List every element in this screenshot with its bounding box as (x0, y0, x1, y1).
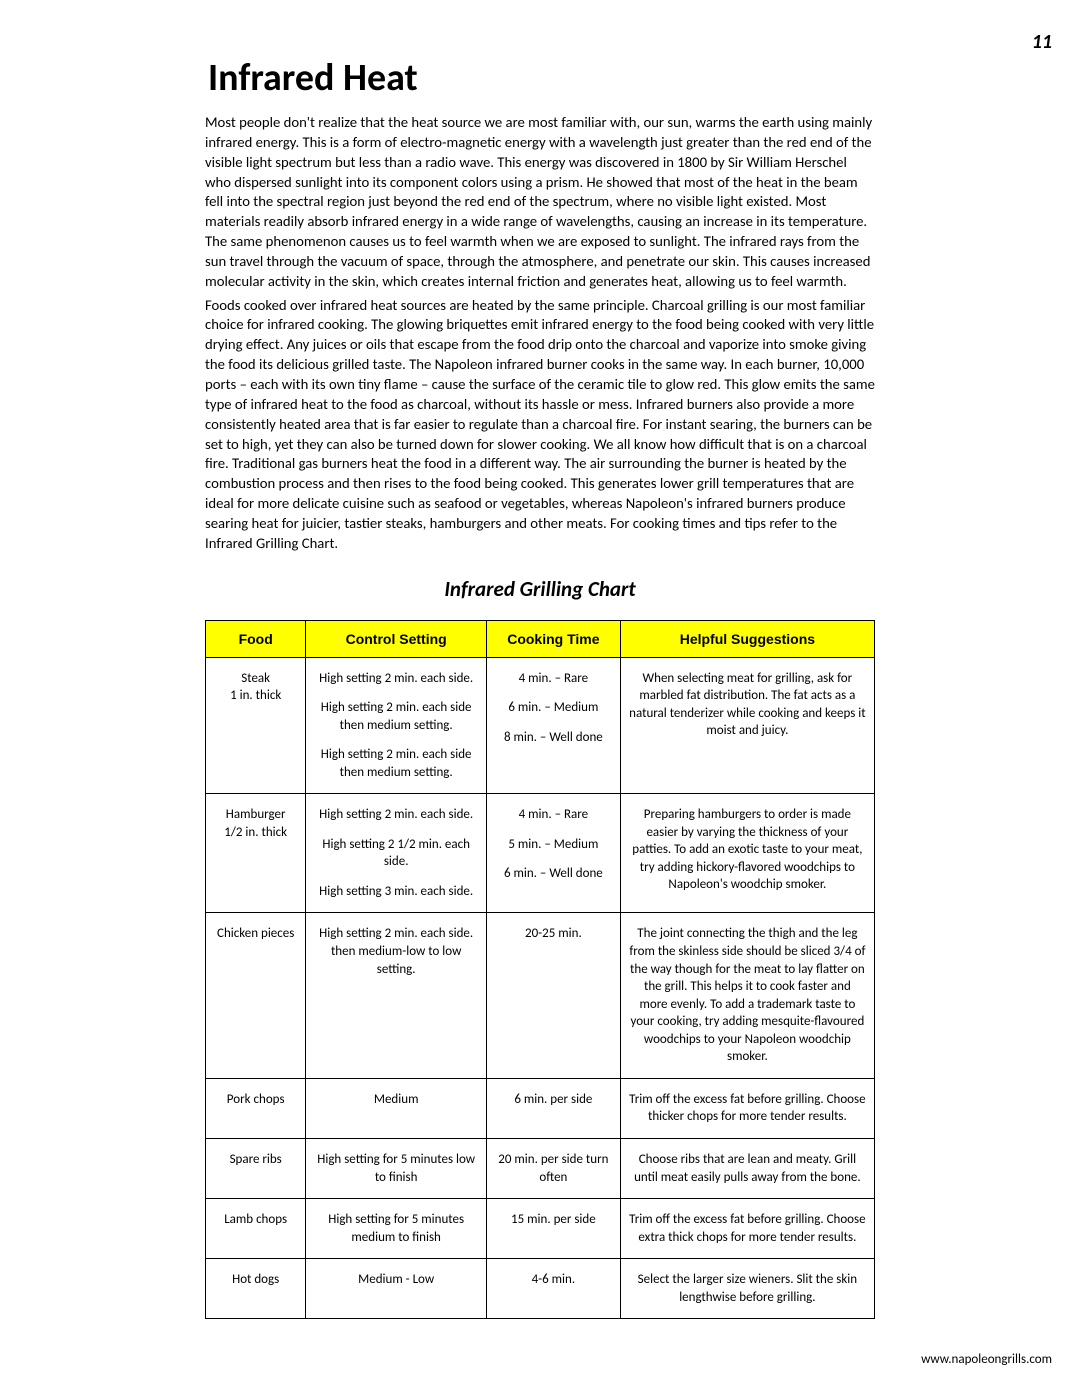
footer-url: www.napoleongrills.com (921, 1352, 1052, 1367)
cell-suggest: The joint connecting the thigh and the l… (620, 913, 874, 1078)
page-title: Infrared Heat (208, 55, 875, 101)
cell-control: Medium (306, 1078, 487, 1138)
page-number: 11 (1032, 30, 1052, 54)
header-control: Control Setting (306, 620, 487, 657)
table-row: Chicken piecesHigh setting 2 min. each s… (206, 913, 875, 1078)
cell-suggest: Trim off the excess fat before grilling.… (620, 1199, 874, 1259)
cell-suggest: Trim off the excess fat before grilling.… (620, 1078, 874, 1138)
cell-time: 20-25 min. (486, 913, 620, 1078)
cell-control: High setting for 5 minutes medium to fin… (306, 1199, 487, 1259)
cell-food: Pork chops (206, 1078, 306, 1138)
table-row: Steak1 in. thickHigh setting 2 min. each… (206, 657, 875, 794)
cell-control: High setting for 5 minutes low to finish (306, 1138, 487, 1198)
header-suggest: Helpful Suggestions (620, 620, 874, 657)
cell-time: 15 min. per side (486, 1199, 620, 1259)
cell-time: 4-6 min. (486, 1259, 620, 1319)
cell-suggest: Preparing hamburgers to order is made ea… (620, 794, 874, 913)
cell-control: Medium - Low (306, 1259, 487, 1319)
cell-food: Spare ribs (206, 1138, 306, 1198)
cell-time: 6 min. per side (486, 1078, 620, 1138)
chart-title: Infrared Grilling Chart (205, 576, 875, 602)
cell-suggest: Select the larger size wieners. Slit the… (620, 1259, 874, 1319)
cell-food: Lamb chops (206, 1199, 306, 1259)
table-row: Hot dogsMedium - Low4-6 min.Select the l… (206, 1259, 875, 1319)
cell-food: Hot dogs (206, 1259, 306, 1319)
table-row: Spare ribsHigh setting for 5 minutes low… (206, 1138, 875, 1198)
table-header-row: Food Control Setting Cooking Time Helpfu… (206, 620, 875, 657)
table-row: Hamburger1/2 in. thickHigh setting 2 min… (206, 794, 875, 913)
cell-time: 20 min. per side turn often (486, 1138, 620, 1198)
cell-food: Hamburger1/2 in. thick (206, 794, 306, 913)
cell-suggest: Choose ribs that are lean and meaty. Gri… (620, 1138, 874, 1198)
paragraph-1: Most people don't realize that the heat … (205, 113, 875, 292)
cell-food: Steak1 in. thick (206, 657, 306, 794)
table-row: Pork chopsMedium6 min. per sideTrim off … (206, 1078, 875, 1138)
cell-control: High setting 2 min. each side.High setti… (306, 657, 487, 794)
cell-time: 4 min. – Rare6 min. – Medium8 min. – Wel… (486, 657, 620, 794)
cell-time: 4 min. – Rare5 min. – Medium6 min. – Wel… (486, 794, 620, 913)
header-food: Food (206, 620, 306, 657)
grilling-chart-table: Food Control Setting Cooking Time Helpfu… (205, 620, 875, 1320)
cell-food: Chicken pieces (206, 913, 306, 1078)
page-content: Infrared Heat Most people don't realize … (0, 0, 1080, 1319)
table-row: Lamb chopsHigh setting for 5 minutes med… (206, 1199, 875, 1259)
table-body: Steak1 in. thickHigh setting 2 min. each… (206, 657, 875, 1319)
cell-control: High setting 2 min. each side.High setti… (306, 794, 487, 913)
cell-control: High setting 2 min. each side. then medi… (306, 913, 487, 1078)
cell-suggest: When selecting meat for grilling, ask fo… (620, 657, 874, 794)
paragraph-2: Foods cooked over infrared heat sources … (205, 296, 875, 554)
header-time: Cooking Time (486, 620, 620, 657)
